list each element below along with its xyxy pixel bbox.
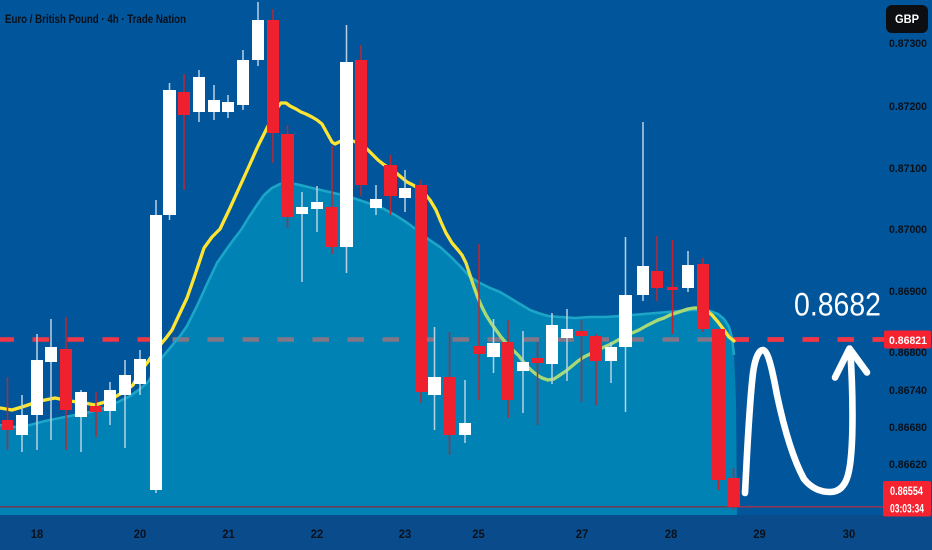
svg-text:03:03:34: 03:03:34 bbox=[890, 504, 924, 516]
svg-text:0.86554: 0.86554 bbox=[890, 486, 923, 498]
svg-text:0.86620: 0.86620 bbox=[889, 459, 927, 471]
svg-text:Euro / British Pound · 4h · Tr: Euro / British Pound · 4h · Trade Nation bbox=[5, 12, 186, 26]
svg-text:20: 20 bbox=[134, 527, 147, 541]
svg-text:GBP: GBP bbox=[895, 12, 919, 26]
svg-text:0.87100: 0.87100 bbox=[889, 163, 927, 175]
svg-text:0.86680: 0.86680 bbox=[889, 422, 927, 434]
svg-text:18: 18 bbox=[31, 527, 44, 541]
svg-text:30: 30 bbox=[843, 527, 856, 541]
svg-text:0.87000: 0.87000 bbox=[889, 224, 927, 236]
svg-text:22: 22 bbox=[311, 527, 324, 541]
svg-text:0.8682: 0.8682 bbox=[794, 287, 881, 323]
svg-text:21: 21 bbox=[222, 527, 235, 541]
svg-text:0.86821: 0.86821 bbox=[889, 335, 927, 347]
svg-text:0.86740: 0.86740 bbox=[889, 385, 927, 397]
svg-text:0.87200: 0.87200 bbox=[889, 101, 927, 113]
svg-text:0.86900: 0.86900 bbox=[889, 286, 927, 298]
svg-text:0.86800: 0.86800 bbox=[889, 347, 927, 359]
svg-text:29: 29 bbox=[753, 527, 766, 541]
svg-text:28: 28 bbox=[665, 527, 678, 541]
svg-text:27: 27 bbox=[576, 527, 589, 541]
svg-text:25: 25 bbox=[472, 527, 485, 541]
svg-text:23: 23 bbox=[399, 527, 412, 541]
svg-text:0.87300: 0.87300 bbox=[889, 38, 927, 50]
